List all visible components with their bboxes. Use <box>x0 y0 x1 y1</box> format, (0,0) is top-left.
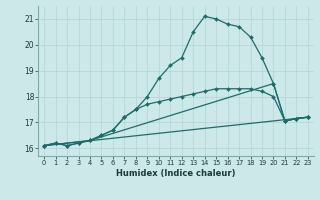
X-axis label: Humidex (Indice chaleur): Humidex (Indice chaleur) <box>116 169 236 178</box>
